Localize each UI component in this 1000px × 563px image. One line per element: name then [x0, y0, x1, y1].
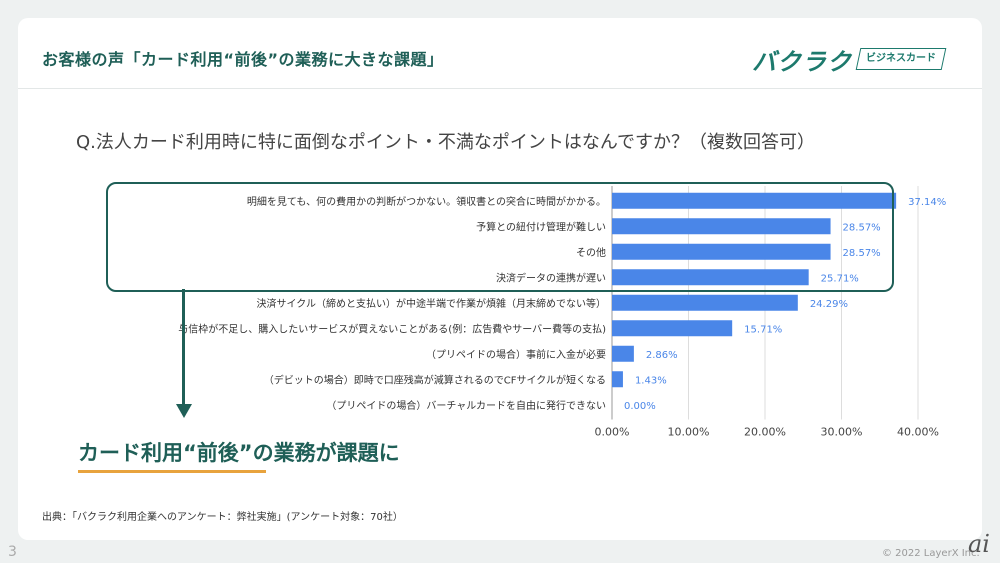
- value-label: 15.71%: [744, 324, 782, 335]
- category-label: 決済データの連携が遅い: [496, 271, 606, 284]
- survey-question: Q.法人カード利用時に特に面倒なポイント・不満なポイントはなんですか？（複数回答…: [76, 132, 815, 153]
- source-note: 出典：「バクラク利用企業へのアンケート：弊社実施」(アンケート対象：70社）: [42, 512, 403, 523]
- bar: [612, 218, 831, 235]
- arrow-down-icon: [176, 404, 192, 418]
- value-label: 0.00%: [624, 401, 656, 412]
- value-label: 1.43%: [635, 375, 667, 386]
- category-label: 予算との紐付け管理が難しい: [476, 220, 606, 233]
- bar: [612, 371, 623, 388]
- bar: [612, 345, 634, 362]
- value-label: 25.71%: [821, 273, 859, 284]
- brand-logo: バクラク: [752, 48, 852, 76]
- slide-title: お客様の声「カード利用“前後”の業務に大きな課題」: [42, 50, 444, 69]
- bar: [612, 192, 897, 209]
- bar: [612, 294, 798, 311]
- x-tick-label: 0.00%: [595, 426, 630, 439]
- arrow-line: [182, 289, 185, 407]
- value-label: 28.57%: [843, 222, 881, 233]
- value-label: 2.86%: [646, 350, 678, 361]
- x-tick-label: 20.00%: [744, 426, 786, 439]
- highlight-box: [106, 182, 894, 292]
- bar: [612, 243, 831, 260]
- category-label: その他: [576, 246, 606, 259]
- header-divider: [18, 88, 982, 89]
- category-label: （プリペイドの場合）バーチャルカードを自由に発行できない: [326, 399, 606, 412]
- category-label: （プリペイドの場合）事前に入金が必要: [426, 348, 606, 361]
- slide-card: [18, 18, 982, 540]
- x-tick-label: 30.00%: [821, 426, 863, 439]
- value-label: 37.14%: [908, 197, 946, 208]
- watermark-logo: ai: [968, 530, 990, 558]
- page-number: 3: [8, 544, 17, 560]
- copyright: © 2022 LayerX Inc.: [882, 548, 980, 559]
- category-label: 明細を見ても、何の費用かの判断がつかない。領収書との突合に時間がかかる。: [247, 195, 606, 208]
- x-tick-label: 40.00%: [897, 426, 939, 439]
- value-label: 28.57%: [843, 248, 881, 259]
- takeaway-underline: [78, 470, 266, 473]
- takeaway-text: カード利用“前後”の業務が課題に: [78, 441, 400, 465]
- x-tick-label: 10.00%: [668, 426, 710, 439]
- category-label: （デビットの場合）即時で口座残高が減算されるのでCFサイクルが短くなる: [264, 373, 606, 386]
- bar: [612, 269, 809, 286]
- category-label: 決済サイクル（締めと支払い）が中途半端で作業が煩雑（月末締めでない等）: [257, 297, 607, 310]
- value-label: 24.29%: [810, 299, 848, 310]
- bar: [612, 320, 733, 337]
- category-label: 与信枠が不足し、購入したいサービスが買えないことがある(例：広告費やサーバー費等…: [178, 322, 606, 335]
